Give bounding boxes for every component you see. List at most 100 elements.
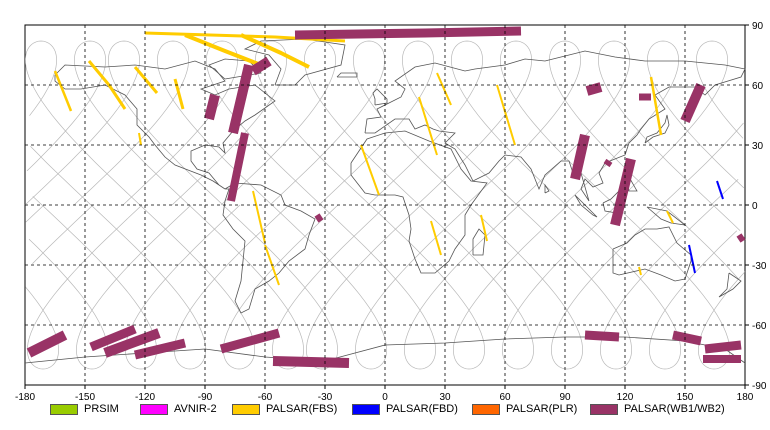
new-guinea-coast xyxy=(646,206,687,226)
legend-item-prsim: PRSIM xyxy=(50,402,119,416)
eurasia-coast xyxy=(364,50,746,202)
swath-4 xyxy=(173,78,185,110)
swath-30 xyxy=(103,328,161,358)
legend-swatch xyxy=(50,403,78,415)
legend-item-palsar-fbs: PALSAR(FBS) xyxy=(232,402,337,416)
orbit-track xyxy=(26,40,388,370)
sumatra-coast xyxy=(574,194,598,218)
swath-16 xyxy=(649,76,663,136)
legend-item-palsar-fbd: PALSAR(FBD) xyxy=(352,402,458,416)
x-tick-label: 180 xyxy=(737,392,754,400)
orbit-track xyxy=(25,204,45,223)
swath-21 xyxy=(716,180,724,200)
japan-coast xyxy=(644,114,670,144)
iceland-coast xyxy=(336,72,358,78)
orbit-track xyxy=(367,40,738,370)
uk-coast xyxy=(372,88,388,106)
swath-38 xyxy=(585,82,603,96)
swath-41 xyxy=(570,133,590,181)
swath-7 xyxy=(240,33,310,69)
madagascar-coast xyxy=(472,228,486,256)
swath-23 xyxy=(204,93,220,121)
x-tick-label: -60 xyxy=(258,392,273,400)
swath-36 xyxy=(704,340,742,354)
x-tick-label: -120 xyxy=(135,392,155,400)
swath-32 xyxy=(219,328,281,354)
legend-swatch xyxy=(140,403,168,415)
orbit-track xyxy=(28,204,192,370)
swath-20 xyxy=(688,244,696,274)
x-tick-label: 0 xyxy=(382,392,388,400)
legend-item-palsar-wb: PALSAR(WB1/WB2) xyxy=(590,402,725,416)
swath-26 xyxy=(294,26,522,40)
x-tick-label: 150 xyxy=(677,392,694,400)
legend: PRSIM AVNIR-2 PALSAR(FBS) PALSAR(FBD) PA… xyxy=(0,402,770,422)
y-tick-label: -60 xyxy=(752,321,767,332)
swath-17 xyxy=(666,210,674,224)
orbit-track xyxy=(661,122,744,206)
swath-39 xyxy=(680,82,706,124)
y-tick-label: 30 xyxy=(752,141,764,152)
legend-swatch xyxy=(472,403,500,415)
legend-swatch xyxy=(232,403,260,415)
x-tick-label: -30 xyxy=(318,392,333,400)
legend-item-palsar-plr: PALSAR(PLR) xyxy=(472,402,577,416)
orbit-track xyxy=(25,40,339,370)
orbit-track xyxy=(30,145,290,370)
legend-label: PALSAR(FBD) xyxy=(386,403,458,415)
legend-swatch xyxy=(590,403,618,415)
swath-13 xyxy=(496,84,516,146)
swath-33 xyxy=(272,356,350,368)
y-tick-label: 0 xyxy=(752,201,758,212)
world-map: -180 -150 -120 -90 -60 -30 0 30 60 90 120 150 180 90 6… xyxy=(15,21,767,403)
swath-18 xyxy=(638,266,642,276)
x-tick-label: -180 xyxy=(15,392,35,400)
swath-14 xyxy=(430,220,442,256)
lat-lon-grid xyxy=(25,25,745,385)
y-tick-label: -30 xyxy=(752,261,767,272)
x-tick-label: -150 xyxy=(75,392,95,400)
swath-27 xyxy=(314,213,324,223)
x-tick-label: -90 xyxy=(198,392,213,400)
swath-15 xyxy=(480,214,488,242)
legend-label: AVNIR-2 xyxy=(174,403,217,415)
orbit-track xyxy=(32,196,241,370)
swath-2 xyxy=(133,66,159,94)
swath-0 xyxy=(53,70,73,112)
swath-28 xyxy=(26,330,68,358)
x-tick-label: 120 xyxy=(617,392,634,400)
swath-3 xyxy=(138,132,142,146)
swath-35 xyxy=(672,330,702,346)
swath-6 xyxy=(184,33,262,67)
swath-34 xyxy=(584,330,620,342)
x-tick-label: 30 xyxy=(439,392,451,400)
swath-43 xyxy=(603,158,613,168)
sri-lanka-coast xyxy=(544,183,550,194)
legend-label: PALSAR(WB1/WB2) xyxy=(624,403,725,415)
legend-label: PALSAR(FBS) xyxy=(266,403,338,415)
legend-label: PALSAR(PLR) xyxy=(506,403,578,415)
swath-24 xyxy=(227,132,249,202)
orbit-track xyxy=(32,204,94,265)
swath-29 xyxy=(89,324,137,352)
x-tick-label: 90 xyxy=(559,392,571,400)
swath-9 xyxy=(252,190,266,244)
legend-label: PRSIM xyxy=(84,403,119,415)
legend-item-avnir2: AVNIR-2 xyxy=(140,402,217,416)
swath-12 xyxy=(436,72,452,106)
new-zealand-coast xyxy=(718,272,742,298)
axis-tick-labels: -180 -150 -120 -90 -60 -30 0 30 60 90 120 150 180 90 6… xyxy=(15,21,767,403)
orbit-track xyxy=(220,40,618,370)
swath-42 xyxy=(610,157,636,227)
y-tick-label: 60 xyxy=(752,81,764,92)
swath-31 xyxy=(133,338,187,360)
y-tick-label: -90 xyxy=(752,381,767,392)
orbit-track xyxy=(269,40,667,370)
swath-22 xyxy=(228,63,254,135)
x-tick-label: 60 xyxy=(499,392,511,400)
swath-10 xyxy=(360,144,380,196)
orbit-track xyxy=(612,40,744,206)
orbit-track xyxy=(465,40,740,280)
y-tick-label: 90 xyxy=(752,21,764,32)
